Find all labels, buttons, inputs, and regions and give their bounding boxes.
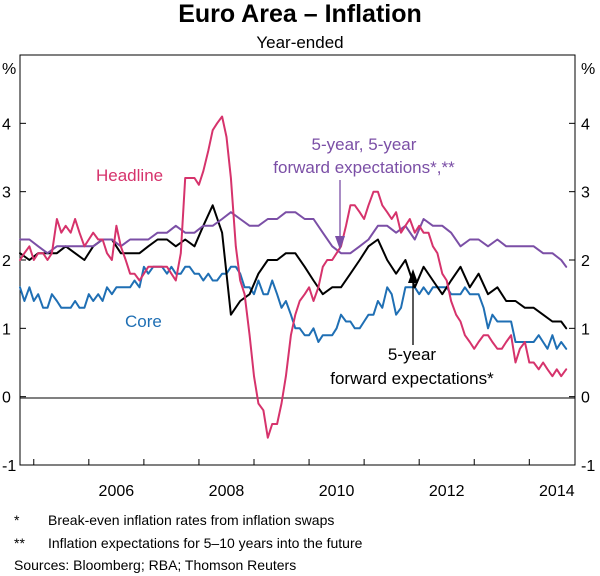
sources-line: Sources: Bloomberg; RBA; Thomson Reuters	[14, 557, 297, 573]
y-tick-label-right: 4	[581, 116, 590, 133]
annotation-fwd5-line1: 5-year	[388, 345, 437, 364]
y-tick-label-left: 4	[2, 116, 11, 133]
annotation-fwd5-arrowhead	[408, 269, 418, 283]
series-line-5-year-5-year-forward-expectations	[19, 211, 568, 268]
y-tick-label-left: 2	[2, 253, 11, 270]
y-unit-left: %	[2, 61, 16, 78]
series-line-core	[19, 265, 568, 350]
footnote-2-text: Inflation expectations for 5–10 years in…	[48, 535, 363, 551]
chart-title: Euro Area – Inflation	[178, 0, 422, 28]
y-unit-right: %	[581, 61, 595, 78]
x-tick-label: 2012	[429, 483, 465, 500]
y-tick-label-left: 3	[2, 185, 11, 202]
annotation-fwd55-line1: 5-year, 5-year	[312, 135, 417, 154]
y-tick-label-right: 1	[581, 321, 590, 338]
y-tick-label-right: 3	[581, 185, 590, 202]
series-line-headline	[19, 115, 568, 439]
y-tick-label-left: 1	[2, 321, 11, 338]
plot-frame	[19, 54, 576, 466]
y-tick-label-left: 0	[2, 390, 11, 407]
footnote-1: * Break-even inflation rates from inflati…	[14, 512, 334, 528]
footnote-1-mark: *	[14, 512, 20, 528]
series-layer	[19, 115, 568, 439]
y-tick-label-right: 2	[581, 253, 590, 270]
annotation-fwd5-line2: forward expectations*	[330, 369, 494, 388]
footnote-1-text: Break-even inflation rates from inflatio…	[48, 512, 335, 528]
annotation-fwd55-arrowhead	[335, 236, 345, 250]
annotation-fwd55-line2: forward expectations*,**	[273, 158, 455, 177]
y-tick-label-right: -1	[581, 458, 595, 475]
y-tick-label-left: -1	[2, 458, 16, 475]
y-axis-right: -1 0 1 2 3 4	[569, 116, 595, 475]
x-axis: 2006 2008 2010 2012 2014	[33, 459, 575, 500]
footnote-2: ** Inflation expectations for 5–10 years …	[14, 535, 362, 551]
annotation-headline: Headline	[96, 166, 163, 185]
footnote-2-mark: **	[14, 535, 25, 551]
y-axis-left: -1 0 1 2 3 4	[2, 116, 26, 475]
x-tick-label: 2006	[99, 483, 135, 500]
x-tick-label: 2014	[539, 483, 575, 500]
annotation-core: Core	[125, 312, 162, 331]
chart-subtitle: Year-ended	[256, 33, 343, 52]
x-tick-label: 2008	[209, 483, 245, 500]
y-tick-label-right: 0	[581, 390, 590, 407]
x-tick-label: 2010	[319, 483, 355, 500]
